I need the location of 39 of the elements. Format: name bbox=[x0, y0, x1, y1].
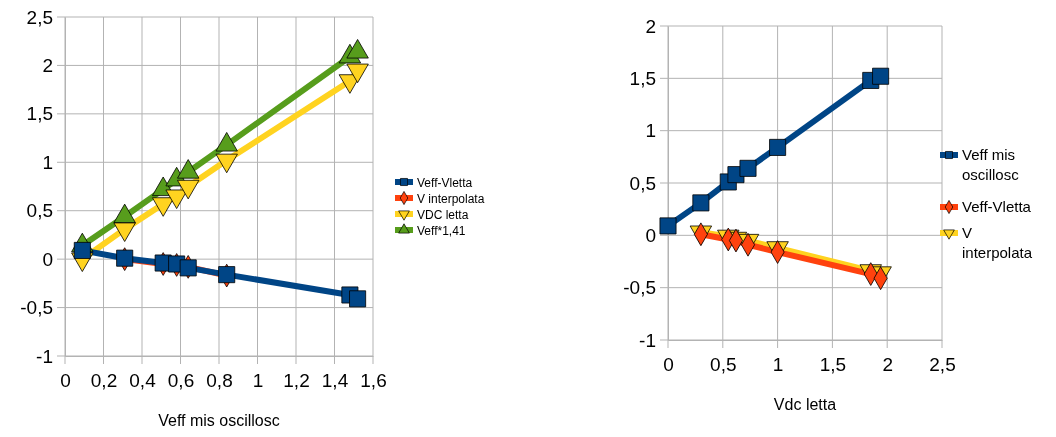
x-tick-label: 1 bbox=[252, 370, 264, 392]
y-tick-label: 1,5 bbox=[26, 103, 53, 125]
x-tick-label: 0,8 bbox=[206, 370, 233, 392]
x-tick-label: 1 bbox=[772, 354, 784, 376]
y-tick-label: 0,5 bbox=[26, 200, 53, 222]
y-tick-label: 0 bbox=[645, 224, 656, 246]
legend-label: Veff-Vletta bbox=[417, 176, 473, 190]
legend-label: V interpolata bbox=[417, 192, 485, 206]
x-tick-label: 0,6 bbox=[167, 370, 195, 392]
legend-label: Veff*1,41 bbox=[417, 224, 466, 238]
x-tick-label: 0,4 bbox=[129, 370, 157, 392]
y-tick-label: -1 bbox=[36, 345, 53, 367]
legend-label: V interpolata bbox=[962, 224, 1033, 261]
x-tick-label: 1,2 bbox=[283, 370, 310, 392]
x-tick-label: 2 bbox=[882, 354, 893, 376]
legend-label: VDC letta bbox=[417, 208, 469, 222]
y-tick-label: 1 bbox=[645, 120, 656, 142]
y-tick-label: -0,5 bbox=[623, 277, 656, 299]
x-tick-label: 0,2 bbox=[90, 370, 118, 392]
legend-label: Veff-Vletta bbox=[962, 198, 1032, 215]
y-tick-label: 0 bbox=[42, 248, 53, 270]
x-tick-label: 1,6 bbox=[360, 370, 387, 392]
y-tick-label: -1 bbox=[639, 329, 656, 351]
x-axis-title: Vdc letta bbox=[773, 396, 837, 413]
x-axis-title: Veff mis oscillosc bbox=[158, 412, 280, 429]
y-tick-label: 1,5 bbox=[629, 67, 656, 89]
y-tick-label: 0,5 bbox=[629, 172, 656, 194]
x-tick-label: 0 bbox=[663, 354, 674, 376]
y-tick-label: 2,5 bbox=[26, 6, 53, 28]
y-tick-label: -0,5 bbox=[20, 297, 53, 319]
x-tick-label: 1,4 bbox=[321, 370, 349, 392]
y-tick-label: 1 bbox=[42, 151, 53, 173]
y-tick-label: 2 bbox=[645, 15, 656, 37]
x-tick-label: 2,5 bbox=[929, 354, 956, 376]
x-tick-label: 1,5 bbox=[819, 354, 847, 376]
legend-label: Veff mis oscillosc bbox=[962, 146, 1020, 183]
x-tick-label: 0 bbox=[60, 370, 71, 392]
x-tick-label: 0,5 bbox=[710, 354, 737, 376]
y-tick-label: 2 bbox=[42, 55, 53, 77]
